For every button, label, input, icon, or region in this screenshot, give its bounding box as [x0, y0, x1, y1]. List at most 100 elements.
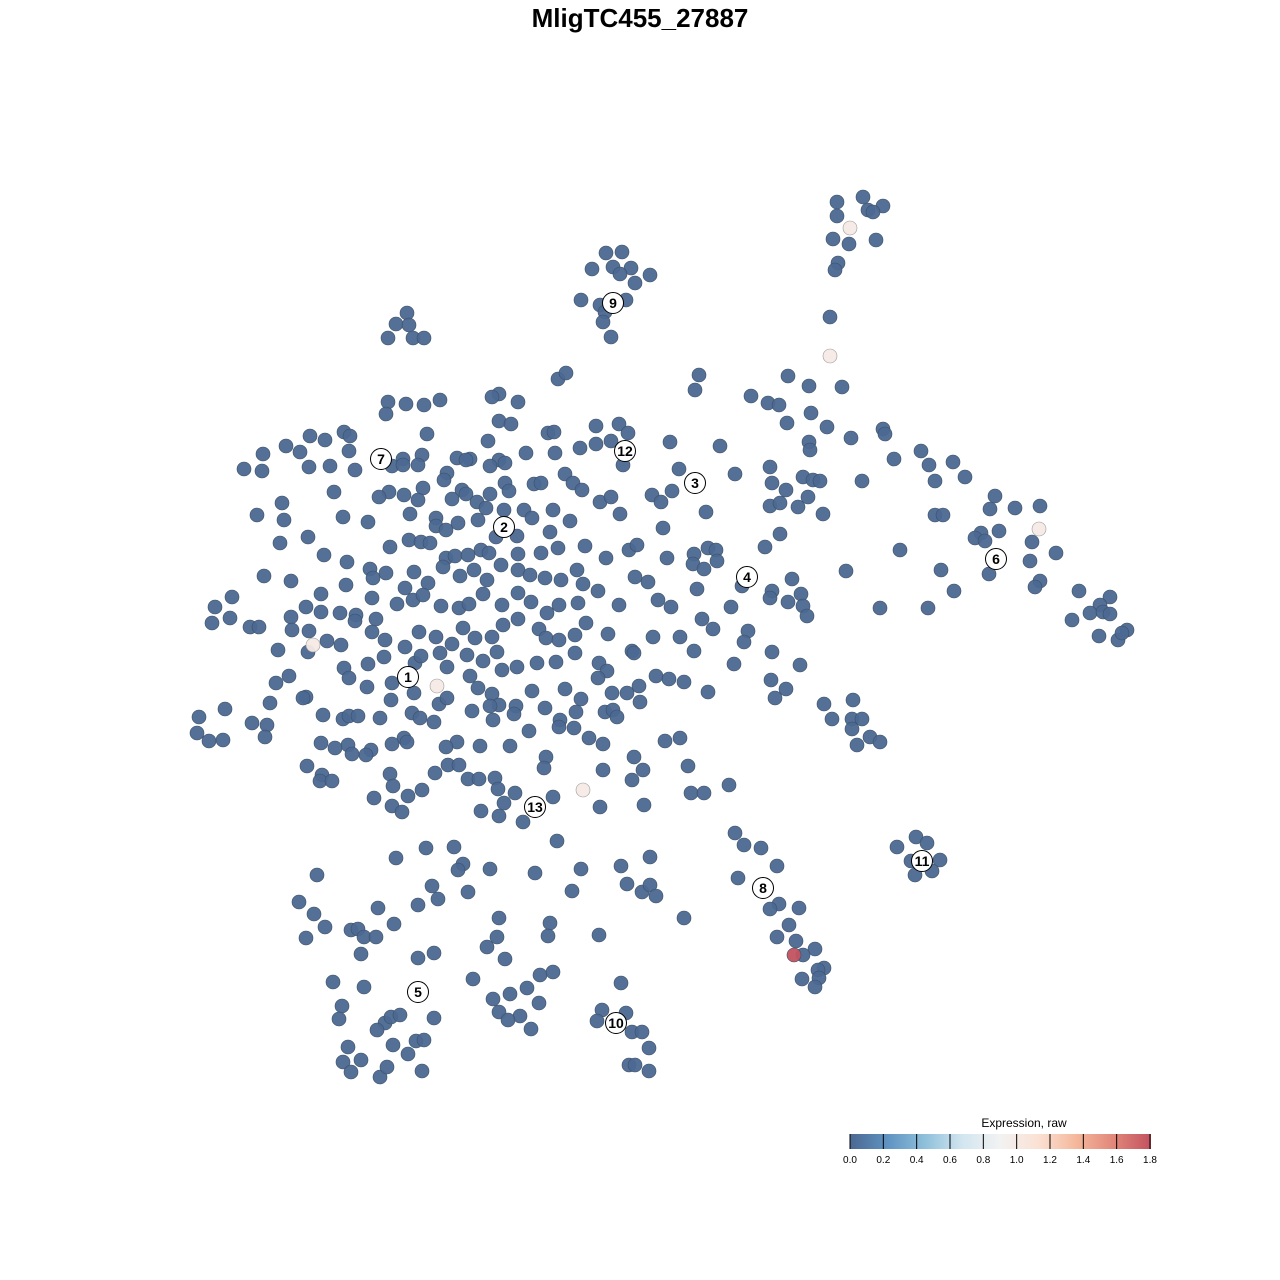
data-point: [471, 771, 487, 787]
data-point: [313, 586, 329, 602]
data-point: [201, 733, 217, 749]
cluster-label-4: 4: [736, 566, 758, 588]
data-point: [236, 461, 252, 477]
data-point: [573, 292, 589, 308]
data-point: [372, 1069, 388, 1085]
data-point: [485, 712, 501, 728]
data-point: [1102, 606, 1118, 622]
data-point: [743, 388, 759, 404]
data-point: [631, 678, 647, 694]
data-point: [687, 382, 703, 398]
data-point: [402, 506, 418, 522]
data-point: [723, 599, 739, 615]
data-point: [1007, 500, 1023, 516]
data-point: [298, 599, 314, 615]
data-point: [581, 730, 597, 746]
data-point: [935, 507, 951, 523]
data-point: [464, 703, 480, 719]
data-point: [466, 562, 482, 578]
data-point: [306, 906, 322, 922]
data-point: [537, 570, 553, 586]
data-point: [385, 1037, 401, 1053]
cluster-label-badge: [370, 448, 392, 470]
data-point: [545, 502, 561, 518]
data-point: [507, 785, 523, 801]
data-point: [1071, 583, 1087, 599]
data-point: [342, 428, 358, 444]
data-point: [569, 562, 585, 578]
data-point: [696, 561, 712, 577]
data-point: [475, 653, 491, 669]
data-point: [353, 1052, 369, 1068]
data-point: [753, 840, 769, 856]
data-point: [500, 1012, 516, 1028]
data-point: [648, 888, 664, 904]
data-point: [291, 894, 307, 910]
colorbar-tick-label: 1.2: [1043, 1155, 1057, 1166]
data-point: [877, 426, 893, 442]
data-point: [694, 611, 710, 627]
data-point: [650, 592, 666, 608]
data-point: [763, 672, 779, 688]
cluster-label-badge: [605, 1012, 627, 1034]
data-point: [340, 1039, 356, 1055]
data-point: [224, 589, 240, 605]
data-point: [1032, 498, 1048, 514]
data-point: [548, 654, 564, 670]
data-point: [491, 808, 507, 824]
data-point: [920, 600, 936, 616]
data-point: [855, 189, 871, 205]
data-point: [527, 865, 543, 881]
colorbar-ticks: 0.0 0.2 0.4 0.6 0.8 1.0 1.2 1.4 1.6 1.8: [843, 1134, 1157, 1166]
data-point: [204, 615, 220, 631]
data-point: [946, 583, 962, 599]
data-point: [613, 975, 629, 991]
data-point: [341, 670, 357, 686]
data-point: [501, 483, 517, 499]
data-point: [470, 680, 486, 696]
data-point: [379, 1059, 395, 1075]
data-point: [627, 275, 643, 291]
data-point: [575, 576, 591, 592]
data-point: [325, 974, 341, 990]
data-point: [382, 539, 398, 555]
data-point: [446, 839, 462, 855]
data-point: [626, 645, 642, 661]
colorbar-tick-label: 1.6: [1110, 1155, 1124, 1166]
data-point: [531, 995, 547, 1011]
data-point: [712, 438, 728, 454]
data-point: [324, 773, 340, 789]
cluster-label-13: 13: [524, 796, 546, 818]
data-point: [383, 692, 399, 708]
data-point: [523, 594, 539, 610]
cluster-label-badge: [684, 472, 706, 494]
data-point: [372, 710, 388, 726]
data-point: [727, 466, 743, 482]
data-point: [686, 643, 702, 659]
cluster-label-badge: [736, 566, 758, 588]
chart-title: MligTC455_27887: [532, 3, 749, 33]
data-point: [475, 586, 491, 602]
data-point: [641, 1040, 657, 1056]
data-point: [482, 486, 498, 502]
data-point: [412, 710, 428, 726]
data-point: [627, 569, 643, 585]
data-point: [792, 657, 808, 673]
data-point: [838, 563, 854, 579]
data-point: [305, 637, 321, 653]
data-point: [845, 692, 861, 708]
data-point: [326, 484, 342, 500]
data-point: [217, 701, 233, 717]
data-point: [542, 915, 558, 931]
data-point: [491, 413, 507, 429]
data-point: [636, 797, 652, 813]
data-point: [435, 559, 451, 575]
data-point: [683, 785, 699, 801]
data-point: [566, 720, 582, 736]
data-point: [802, 442, 818, 458]
cluster-label-text: 9: [609, 295, 617, 311]
data-point: [460, 547, 476, 563]
data-point: [411, 624, 427, 640]
data-point: [255, 446, 271, 462]
